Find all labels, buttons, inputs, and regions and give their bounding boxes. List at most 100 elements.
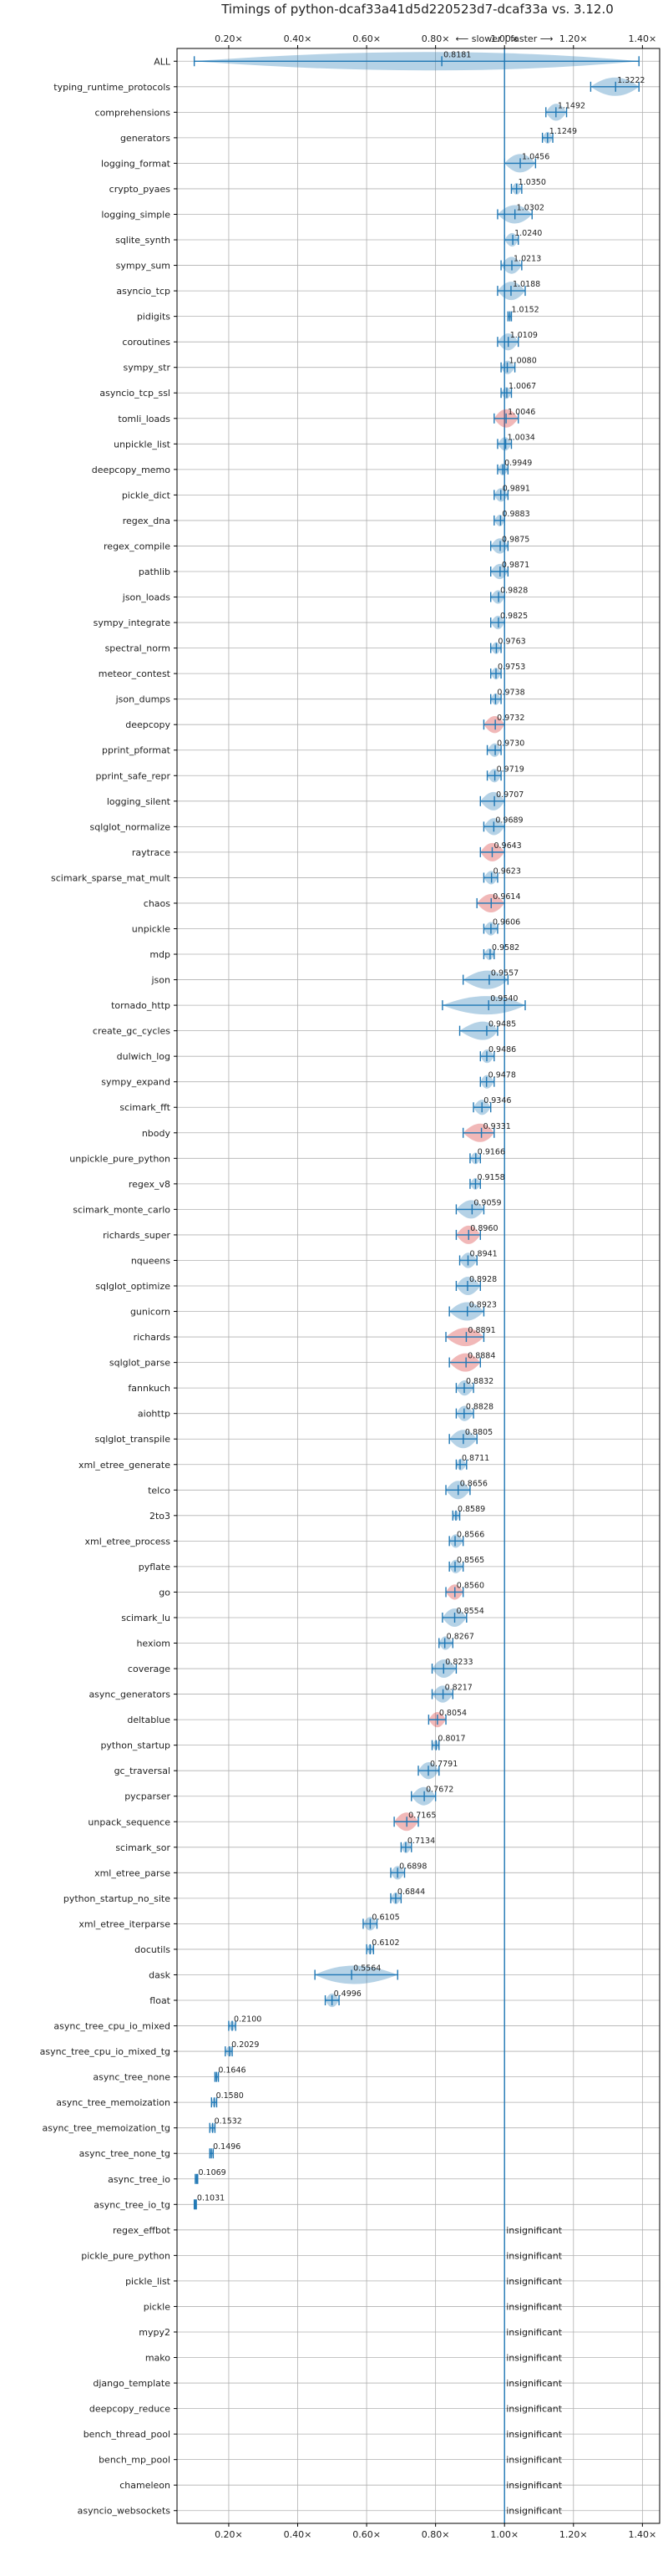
y-tick-label: asyncio_tcp — [116, 286, 170, 297]
y-tick-label: deepcopy — [125, 719, 170, 730]
y-tick-label: comprehensions — [95, 107, 171, 118]
value-label: 0.2029 — [231, 2040, 259, 2050]
y-tick-label: asyncio_websockets — [78, 2506, 171, 2517]
y-tick-label: pyflate — [139, 1562, 170, 1573]
y-tick-label: sqlglot_optimize — [95, 1281, 170, 1292]
x-tick-label-bottom: 0.60× — [352, 2529, 381, 2540]
value-label: 0.7672 — [426, 1786, 453, 1795]
chart-title: Timings of python-dcaf33a41d5d220523d7-d… — [220, 2, 614, 17]
y-tick-label: xml_etree_generate — [78, 1460, 170, 1471]
value-label: 1.1492 — [558, 101, 585, 110]
value-label: 0.9606 — [493, 917, 520, 927]
x-tick-label-top: 0.20× — [215, 33, 243, 44]
y-tick-label: go — [159, 1587, 170, 1598]
value-label: 0.9478 — [488, 1071, 516, 1080]
value-label: 0.1496 — [213, 2142, 240, 2152]
y-tick-label: dulwich_log — [117, 1051, 170, 1062]
value-label: 1.0240 — [514, 229, 542, 238]
y-tick-label: scimark_fft — [119, 1102, 170, 1113]
y-tick-label: pathlib — [139, 567, 170, 577]
value-label: 0.9486 — [488, 1045, 516, 1054]
insignificant-label: insignificant — [506, 2480, 563, 2491]
value-label: 0.8656 — [460, 1479, 488, 1488]
y-tick-label: float — [149, 1995, 170, 2006]
y-tick-label: 2to3 — [149, 1511, 170, 1522]
value-label: 0.8554 — [457, 1607, 484, 1616]
x-tick-label-bottom: 0.80× — [422, 2529, 450, 2540]
y-tick-label: regex_v8 — [129, 1179, 170, 1190]
y-tick-label: meteor_contest — [99, 668, 171, 679]
value-label: 0.8960 — [470, 1224, 498, 1233]
y-tick-label: json_loads — [122, 592, 170, 603]
y-tick-label: unpickle_pure_python — [69, 1153, 170, 1164]
y-tick-label: async_tree_none — [93, 2072, 170, 2083]
x-tick-label-bottom: 0.20× — [215, 2529, 243, 2540]
value-label: 1.0109 — [510, 331, 538, 340]
insignificant-label: insignificant — [506, 2276, 563, 2287]
value-label: 1.0350 — [519, 178, 546, 187]
value-label: 0.9707 — [496, 790, 524, 800]
value-label: 0.1532 — [215, 2117, 242, 2126]
y-tick-label: spectral_norm — [105, 643, 170, 654]
y-tick-label: pickle — [144, 2301, 171, 2312]
labels-layer: ALL 0.8181 typing_runtime_protocols 1.3222 c… — [40, 50, 645, 2516]
y-tick-label: xml_etree_iterparse — [78, 1918, 170, 1929]
y-tick-label: sqlglot_transpile — [95, 1434, 171, 1445]
value-label: 0.1580 — [216, 2091, 244, 2101]
value-label: 0.9059 — [473, 1198, 501, 1207]
x-tick-label-bottom: 1.20× — [559, 2529, 588, 2540]
value-label: 0.8941 — [469, 1249, 497, 1258]
y-tick-label: aiohttp — [138, 1409, 170, 1420]
value-label: 0.8217 — [445, 1684, 473, 1693]
y-tick-label: json — [151, 975, 171, 986]
value-label: 0.9875 — [502, 535, 529, 544]
y-tick-label: async_tree_io_tg — [94, 2199, 170, 2210]
value-label: 1.0067 — [509, 382, 536, 391]
y-tick-label: docutils — [134, 1944, 170, 1955]
y-tick-label: sympy_integrate — [94, 617, 171, 628]
value-label: 0.8832 — [466, 1377, 493, 1386]
y-tick-label: logging_silent — [107, 796, 171, 807]
y-tick-label: deepcopy_memo — [92, 465, 170, 475]
value-label: 0.9949 — [504, 459, 532, 468]
value-label: 1.3222 — [617, 76, 645, 85]
value-label: 0.2100 — [234, 2015, 261, 2025]
y-tick-label: crypto_pyaes — [109, 184, 171, 195]
y-tick-label: coroutines — [122, 337, 170, 348]
y-tick-label: regex_dna — [123, 516, 170, 526]
value-label: 0.8805 — [465, 1428, 493, 1437]
value-label: 0.9828 — [500, 587, 528, 596]
y-tick-label: nbody — [142, 1128, 171, 1139]
y-tick-label: fannkuch — [128, 1383, 170, 1394]
value-label: 0.8566 — [457, 1530, 484, 1539]
y-tick-label: sqlite_synth — [115, 235, 170, 246]
value-label: 0.6102 — [372, 1938, 399, 1948]
y-tick-label: scimark_lu — [121, 1613, 170, 1623]
insignificant-label: insignificant — [506, 2225, 563, 2236]
y-tick-label: dask — [149, 1969, 170, 1980]
value-label: 1.0188 — [513, 280, 540, 289]
x-tick-label-bottom: 0.40× — [284, 2529, 312, 2540]
y-tick-label: richards_super — [103, 1230, 170, 1241]
value-label: 0.9331 — [483, 1122, 511, 1131]
y-tick-label: deepcopy_reduce — [89, 2404, 170, 2415]
y-tick-label: sympy_expand — [101, 1077, 170, 1088]
plot-frame — [176, 48, 660, 2524]
value-label: 0.9158 — [477, 1173, 504, 1182]
y-tick-label: nqueens — [131, 1255, 170, 1266]
ticks-layer: 0.20× 0.20× 0.40× 0.40× 0.60× 0.60× 0.80× 0.80×… — [174, 33, 656, 2540]
y-tick-label: hexiom — [136, 1639, 170, 1649]
insignificant-label: insignificant — [506, 2404, 563, 2415]
y-tick-label: sqlglot_normalize — [90, 821, 171, 832]
value-label: 0.9643 — [493, 841, 521, 851]
y-tick-label: python_startup_no_site — [63, 1893, 170, 1904]
y-tick-label: chameleon — [119, 2480, 170, 2491]
y-tick-label: async_tree_none_tg — [79, 2148, 170, 2159]
value-label: 0.9825 — [500, 612, 528, 621]
value-label: 1.1249 — [549, 127, 577, 136]
value-label: 0.8884 — [468, 1352, 495, 1361]
value-label: 0.9346 — [483, 1096, 511, 1105]
value-label: 0.4996 — [334, 1989, 362, 1999]
y-tick-label: pprint_pformat — [102, 745, 171, 756]
y-tick-label: deltablue — [127, 1715, 170, 1725]
